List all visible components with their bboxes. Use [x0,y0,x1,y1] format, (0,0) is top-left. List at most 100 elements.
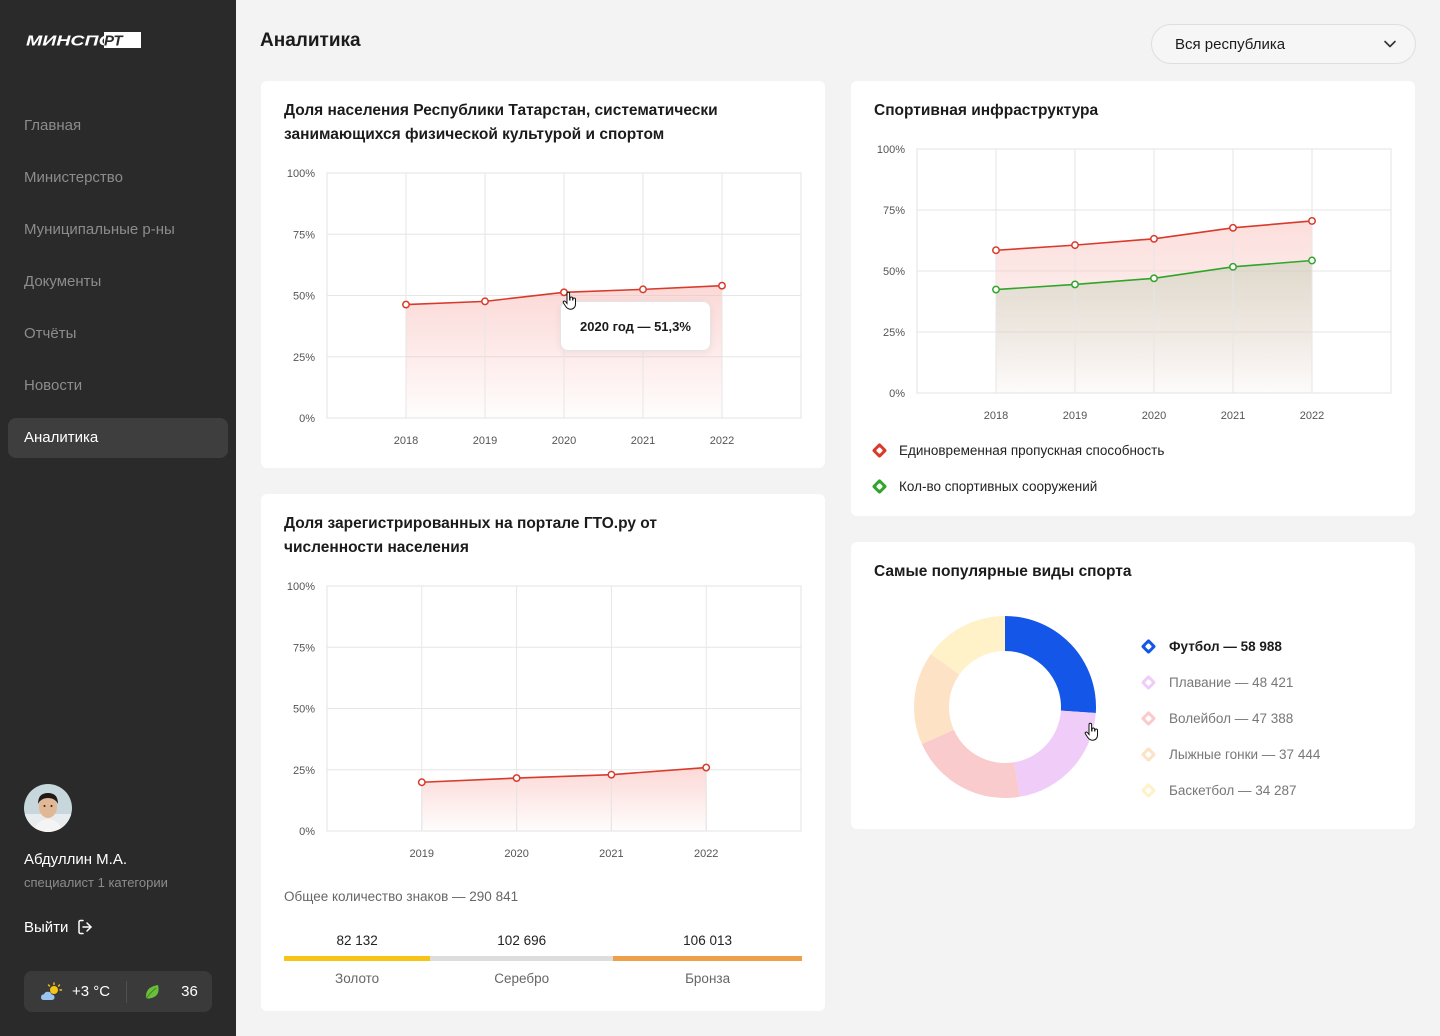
donut-slice-Плавание[interactable] [1014,710,1096,797]
avatar[interactable] [24,784,72,832]
data-point [702,763,711,772]
x-tick-label: 2018 [984,410,1008,422]
partly-cloudy-icon [41,981,63,1000]
data-point [1229,262,1237,271]
sport-legend-item[interactable]: Лыжные гонки — 37 444 [1140,736,1320,772]
legend-marker-icon [871,442,888,459]
sidebar-item-ministry[interactable]: Министерство [24,169,123,186]
legend-marker-icon [1140,782,1157,798]
sport-legend-item[interactable]: Волейбол — 47 388 [1140,700,1320,736]
sport-legend-item[interactable]: Футбол — 58 988 [1140,628,1320,664]
logout-icon [78,919,93,935]
data-point [402,300,410,309]
legend-marker-icon [1140,674,1157,690]
infrastructure-chart: 100% 75% 50% 25% 0% 2018 2019 2020 2021 2022 [877,144,1392,422]
sidebar-item-home[interactable]: Главная [24,117,82,134]
gto-chart: 100% 75% 50% 25% 0% 2019 2020 2021 2022 [287,581,802,860]
y-tick-label: 100% [287,581,315,593]
data-point [1308,256,1316,265]
x-tick-label: 2022 [694,848,718,860]
medal-segment: 106 013 Бронза [613,933,802,993]
region-select-value: Вся республика [1175,35,1286,53]
eco-index-value: 36 [181,983,198,1000]
sidebar-item-news[interactable]: Новости [24,377,83,394]
x-tick-label: 2022 [710,435,734,447]
data-point [481,297,489,306]
y-tick-label: 25% [883,327,905,339]
sidebar-item-analytics[interactable]: Аналитика [8,418,228,458]
gto-total-text: Общее количество знаков — 290 841 [284,889,519,904]
medal-label: Серебро [494,971,550,986]
donut-slice-Футбол[interactable] [1005,616,1096,713]
population-share-title: Доля населения Республики Татарстан, сис… [284,102,718,143]
sport-legend-label: Волейбол — 47 388 [1169,710,1294,726]
hand-cursor-icon [1084,722,1098,741]
svg-text:РТ: РТ [104,33,124,50]
sidebar-item-documents[interactable]: Документы [24,273,102,290]
page-title: Аналитика [260,30,361,51]
popular-sports-donut [914,616,1096,798]
donut-slice-Баскетбол[interactable] [930,616,1005,675]
logout-button[interactable]: Выйти [24,918,94,936]
legend-marker-icon [871,478,888,495]
sport-legend-item[interactable]: Плавание — 48 421 [1140,664,1320,700]
population-share-chart: 100% 75% 50% 25% 0% 2018 2019 2020 2021 2022 [287,168,802,447]
chart-tooltip: 2020 год — 51,3% [560,301,711,351]
medal-value: 102 696 [497,933,547,948]
medal-value: 82 132 [336,933,378,948]
x-tick-label: 2021 [631,435,655,447]
data-point [1071,280,1079,289]
infrastructure-card: Спортивная инфраструктура 100% 75% 50% 25% 0… [851,81,1415,516]
medal-bar [613,956,802,961]
sidebar-nav: Главная Министерство Муниципальные р-ны … [8,106,228,470]
x-tick-label: 2019 [410,848,434,860]
x-tick-label: 2021 [599,848,623,860]
sport-legend-label: Баскетбол — 34 287 [1169,782,1297,798]
x-tick-label: 2022 [1300,410,1324,422]
y-tick-label: 0% [299,826,315,838]
legend-marker-icon [1140,638,1157,654]
y-tick-label: 0% [889,388,905,400]
medal-value: 106 013 [683,933,732,948]
status-widget: +3 °C 36 [24,971,212,1012]
popular-sports-card: Самые популярные виды спорта Футбол — 58… [851,542,1415,829]
y-tick-label: 75% [293,229,315,241]
y-tick-label: 75% [883,205,905,217]
data-point [718,281,726,290]
y-tick-label: 50% [293,291,315,303]
y-tick-label: 25% [293,765,315,777]
weather: +3 °C [24,981,110,1002]
gto-title: Доля зарегистрированных на портале ГТО.р… [284,515,657,556]
medal-label: Золото [335,971,380,986]
legend-marker-icon [1140,710,1157,726]
sidebar-item-reports[interactable]: Отчёты [24,325,77,342]
donut-slice-Волейбол[interactable] [921,729,1020,798]
user-name: Абдуллин М.А. [24,851,128,868]
minsport-logo[interactable]: МИНСПОРТ РТ [24,30,142,50]
x-tick-label: 2019 [473,435,497,447]
x-tick-label: 2018 [394,435,418,447]
data-point [992,246,1000,255]
data-point [512,774,521,783]
sidebar: МИНСПОРТ РТ Главная Министерство Муницип… [0,0,236,1036]
series-line [421,766,707,784]
data-point [992,285,1000,294]
legend-item-facilities: Кол-во спортивных сооружений [871,478,1098,495]
chevron-down-icon [1384,40,1396,48]
user-role: специалист 1 категории [24,875,168,890]
region-select[interactable]: Вся республика [1151,24,1416,64]
data-point [417,778,426,787]
x-tick-label: 2019 [1063,410,1087,422]
legend-label: Кол-во спортивных сооружений [899,479,1098,494]
sport-legend-label: Плавание — 48 421 [1169,674,1294,690]
sidebar-item-municipal-districts[interactable]: Муниципальные р-ны [24,221,175,238]
x-tick-label: 2020 [504,848,528,860]
y-tick-label: 100% [877,144,905,156]
eco-index: 36 [143,982,198,1002]
y-tick-label: 50% [883,266,905,278]
hand-cursor-icon [562,291,576,310]
sport-legend-item[interactable]: Баскетбол — 34 287 [1140,772,1320,808]
medal-label: Бронза [685,971,731,986]
donut-slice-Лыжные гонки[interactable] [914,654,960,745]
x-tick-label: 2020 [552,435,576,447]
